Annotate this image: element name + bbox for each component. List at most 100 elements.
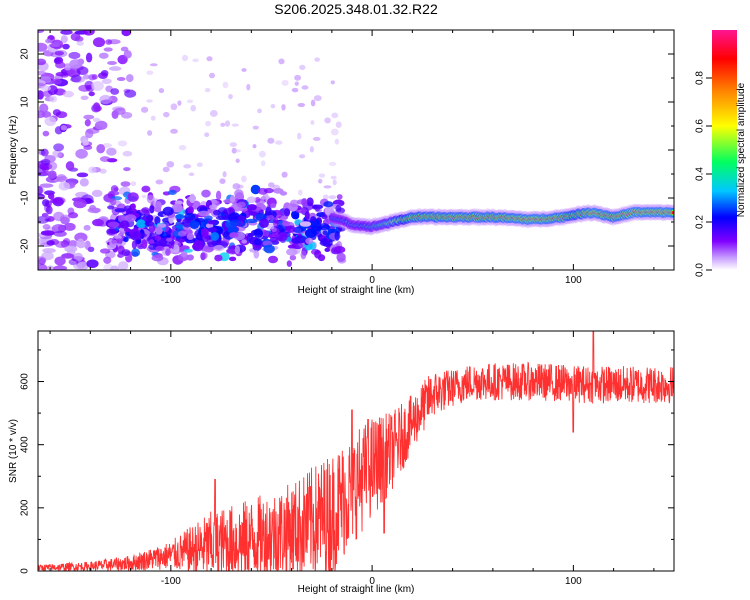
spectrogram-cell	[99, 156, 111, 163]
spectrogram-cell	[310, 120, 315, 125]
spectrogram-cell	[55, 61, 66, 69]
spectrogram-cell	[269, 236, 279, 243]
spectrogram-cell	[186, 99, 194, 104]
spectrogram-cell	[46, 240, 55, 246]
spectrogram-cell	[124, 227, 131, 233]
spectrogram-cell	[197, 210, 210, 217]
spectrogram-cell	[44, 116, 57, 127]
x-tick-label: 0	[369, 275, 375, 286]
spectrogram-cell	[124, 214, 137, 222]
spectrogram-cell	[106, 147, 117, 156]
spectrogram-cell	[130, 181, 137, 187]
spectrogram-cell	[75, 241, 87, 249]
spectrogram-cell	[248, 211, 259, 216]
spectrogram-cell	[228, 93, 233, 100]
colorbar-tick-label: 0.8	[695, 71, 706, 85]
spectrogram-cell	[314, 57, 320, 62]
spectrogram-cell	[126, 74, 134, 83]
colorbar-label: Normalized spectral amplitude	[736, 82, 747, 217]
spectrogram-cell	[253, 249, 260, 259]
spectrogram-cell	[338, 226, 346, 232]
spectrogram-cell	[267, 137, 275, 144]
spectrogram-cell	[80, 95, 89, 100]
spectrogram-cell	[322, 194, 329, 200]
spectrogram-cell	[229, 194, 236, 203]
spectrogram-cell	[286, 225, 296, 233]
colorbar-ticks: 0.0 0.2 0.4 0.6 0.8	[695, 71, 712, 277]
spectrogram-cell	[162, 206, 174, 216]
spectrogram-cell	[42, 224, 51, 230]
spectrogram-cell	[121, 249, 131, 257]
spectrogram-cell	[65, 161, 75, 171]
spectrogram-cell	[131, 240, 137, 250]
spectrogram-cell	[177, 230, 187, 237]
spectrogram-cell	[141, 239, 148, 250]
spectrogram-cell	[111, 239, 117, 244]
spectrogram-cell	[38, 90, 45, 100]
spectrogram-cell	[76, 172, 89, 178]
spectrogram-cell	[200, 228, 209, 238]
spectrogram-cell	[124, 89, 137, 98]
spectrogram-cell	[49, 95, 58, 103]
spectrogram-cell	[141, 185, 151, 193]
spectrogram-cell	[204, 215, 213, 221]
spectrogram-cell	[60, 35, 68, 44]
spectrogram-cell	[181, 251, 188, 258]
spectrogram-cell	[323, 201, 334, 208]
spectrogram-cell	[88, 166, 97, 174]
spectrogram-cell	[86, 259, 99, 268]
spectrogram-cell	[265, 206, 272, 216]
spectrogram-cell	[189, 193, 196, 204]
spectrogram-cell	[237, 201, 246, 208]
spectrogram-cell	[83, 144, 93, 151]
spectrogram-cell	[99, 248, 111, 254]
spectrogram-cell	[222, 81, 229, 89]
spectrogram-cell	[53, 230, 67, 237]
spectrogram-cell	[281, 171, 288, 178]
spectrogram-cell	[335, 121, 342, 128]
spectrogram-cell	[183, 248, 193, 253]
figure-title: S206.2025.348.01.32.R22	[274, 1, 438, 17]
spectrogram-cell	[227, 213, 239, 222]
spectrogram-cell	[38, 30, 45, 33]
spectrogram-cell	[106, 228, 117, 235]
spectrogram-cell	[53, 265, 68, 270]
y-tick-label: 200	[20, 499, 31, 516]
spectrogram-cell	[140, 106, 149, 113]
spectrogram-cell	[154, 235, 162, 242]
spectrogram-cell	[38, 58, 47, 66]
spectrogram-cells	[38, 30, 674, 270]
spectrogram-cell	[55, 71, 68, 77]
spectrogram-cell	[241, 68, 247, 72]
spectrogram-cell	[74, 232, 88, 243]
spectrogram-cell	[60, 253, 75, 259]
spectrogram-cell	[281, 104, 286, 111]
spectrogram-cell	[60, 124, 68, 131]
spectrogram-cell	[141, 207, 150, 214]
spectrogram-cell	[234, 189, 244, 198]
y-tick-label: -20	[20, 238, 31, 253]
spectrogram-cell	[273, 188, 284, 194]
spectrogram-cell	[38, 256, 47, 265]
spectrogram-cell	[63, 63, 72, 71]
spectrogram-cell	[219, 178, 226, 184]
spectrogram-cell	[229, 219, 242, 227]
spectrogram-cell	[98, 72, 108, 79]
spectrogram-cell	[320, 237, 329, 245]
spectrogram-cell	[272, 217, 279, 228]
spectrogram-cell	[260, 160, 266, 167]
spectrogram-cell	[229, 142, 237, 147]
spectrogram-cell	[229, 232, 239, 238]
spectrogram-cell	[276, 232, 288, 242]
spectrogram-cell	[118, 261, 129, 270]
spectrogram-cell	[146, 214, 154, 223]
spectrogram-cell	[246, 233, 253, 242]
spectrogram-cell	[189, 219, 200, 229]
spectrogram-cell	[190, 104, 197, 112]
spectrogram-cell	[205, 120, 212, 127]
spectrogram-cell	[324, 247, 331, 252]
spectrogram-cell	[75, 148, 88, 159]
spectrogram-cell	[70, 74, 82, 83]
spectrogram-cell	[226, 248, 238, 255]
spectrogram-cell	[261, 231, 270, 237]
